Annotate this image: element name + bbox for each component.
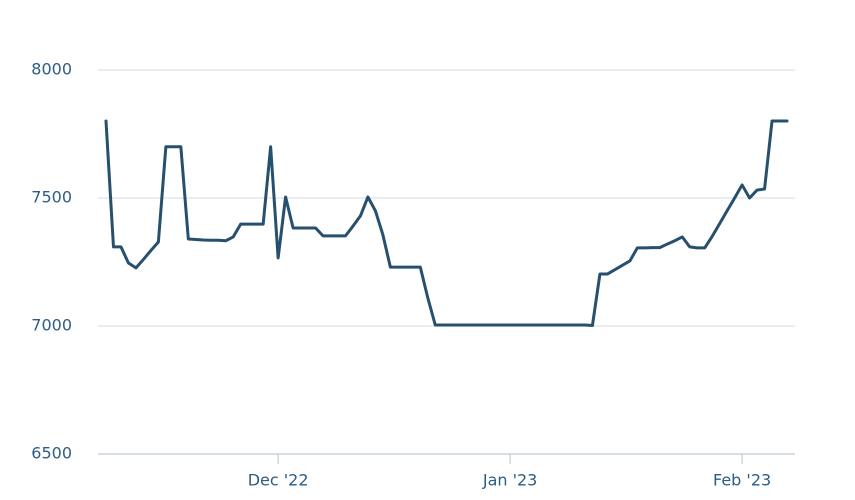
y-tick-label: 7000 [31, 316, 72, 335]
y-tick-label: 6500 [31, 444, 72, 463]
y-tick-label: 7500 [31, 188, 72, 207]
x-tick-label: Jan '23 [482, 471, 538, 490]
x-tick-label: Dec '22 [248, 471, 309, 490]
price-line [104, 119, 789, 327]
y-tick-label: 8000 [31, 60, 72, 79]
x-tick-label: Feb '23 [713, 471, 771, 490]
